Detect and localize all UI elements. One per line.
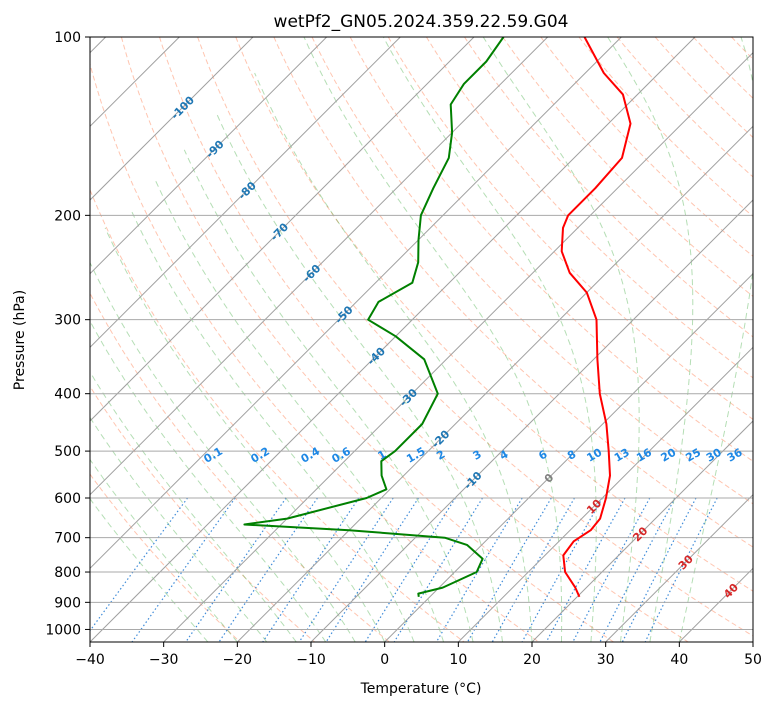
mixing-ratio-label: 6 [536,447,549,462]
y-tick-label: 100 [54,30,81,46]
x-tick-label: −40 [75,652,105,668]
isotherm-label: -70 [268,220,291,243]
mixing-ratio-label: 10 [585,446,605,465]
moist-adiabat-line [483,37,639,642]
y-tick-label: 300 [54,313,81,329]
x-tick-label: 20 [523,652,541,668]
moist-adiabat-line [29,307,267,643]
moist-adiabat-line [131,209,415,642]
y-tick-label: 600 [54,491,81,507]
mixing-ratio-line [394,498,482,642]
dry-adiabat-line [693,37,775,642]
dry-adiabat-line [0,37,315,642]
mixing-ratio-label: 0.4 [299,444,323,465]
isotherm-label: -90 [203,137,226,160]
isotherm-label: -100 [168,93,197,122]
chart-title: wetPf2_GN05.2024.359.22.59.G04 [274,12,569,32]
y-tick-label: 800 [54,565,81,581]
mixing-ratio-label: 1.5 [404,445,427,466]
isotherm-line [385,37,775,642]
isotherm-line [458,37,775,642]
mixing-ratio-label: 20 [659,446,679,465]
x-tick-label: −30 [149,652,179,668]
isotherm-line [0,37,327,642]
moist-adiabat-line [46,288,296,642]
isotherm-line [90,37,695,642]
isotherm-line [237,37,775,642]
mixing-ratio-label: 0.6 [330,444,354,465]
dry-adiabat-line [0,37,240,642]
moist-adiabat-line [255,73,532,642]
moist-adiabat-line [217,114,503,642]
mixing-ratio-line [82,498,188,642]
mixing-ratio-line [365,498,455,642]
x-axis-label: Temperature (°C) [360,681,482,697]
moist-adiabat-line [184,150,473,642]
dry-adiabat-line [236,37,775,642]
isotherm-label: -60 [300,262,323,285]
x-tick-label: 30 [597,652,615,668]
isotherm-line [0,37,400,642]
y-tick-label: 400 [54,387,81,403]
mixing-ratio-label: 0.1 [201,445,224,466]
dry-adiabat-line [160,37,689,642]
dry-adiabat-line [388,37,775,642]
isotherm-line [0,37,253,642]
dry-adiabat-line [503,37,775,642]
y-tick-label: 200 [54,208,81,224]
isotherm-line [311,37,775,642]
mixing-ratio-line [132,498,235,642]
isotherm-label: 0 [542,471,557,486]
background-guide-lines [0,37,775,642]
isotherm-line [16,37,621,642]
x-tick-label: 0 [380,652,389,668]
dry-adiabat-line [465,37,775,642]
x-tick-label: 40 [670,652,688,668]
mixing-ratio-line [573,498,650,642]
mixing-ratio-line [546,498,625,642]
y-axis-label: Pressure (hPa) [12,290,28,390]
isotherm-label: 30 [676,552,696,572]
x-tick-label: 10 [449,652,467,668]
mixing-ratio-label: 30 [704,446,724,465]
isotherm-line [679,37,775,642]
moist-adiabat-line [66,273,326,642]
dry-adiabat-line [7,37,389,642]
mixing-ratio-label: 3 [471,448,484,463]
dry-adiabat-line [426,37,775,642]
dry-adiabat-line [350,37,775,642]
mixing-ratio-label: 25 [683,446,703,465]
mixing-ratio-line [219,498,318,642]
y-axis: 100 200 300 400 500 600 700 800 900 1000 [45,30,90,638]
y-tick-label: 900 [54,595,81,611]
mixing-ratio-label: 4 [497,447,510,462]
y-tick-label: 1000 [45,622,81,638]
moist-adiabat-line [304,37,562,642]
x-tick-label: −20 [223,652,253,668]
profile-lines [244,37,630,597]
isotherm-line [753,37,775,642]
moist-adiabat-line [12,324,237,642]
dry-adiabat-line [579,37,775,642]
dry-adiabat-line [655,37,775,642]
x-axis: −40 −30 −20 −10 0 10 20 30 40 50 [75,642,762,668]
moist-adiabat-line [156,181,444,642]
y-tick-label: 700 [54,531,81,547]
dry-adiabat-line [312,37,775,642]
dry-adiabat-line [770,37,775,642]
isotherm-line [0,37,474,642]
mixing-ratio-label: 36 [725,446,745,465]
y-tick-label: 500 [54,444,81,460]
x-tick-label: 50 [744,652,762,668]
isotherm-line [164,37,769,642]
x-tick-label: −10 [296,652,326,668]
moist-adiabat-line [0,340,208,642]
